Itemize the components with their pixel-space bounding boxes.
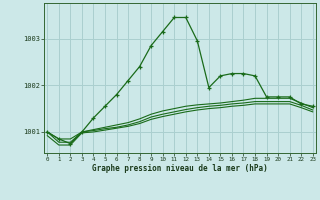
X-axis label: Graphe pression niveau de la mer (hPa): Graphe pression niveau de la mer (hPa) — [92, 164, 268, 173]
